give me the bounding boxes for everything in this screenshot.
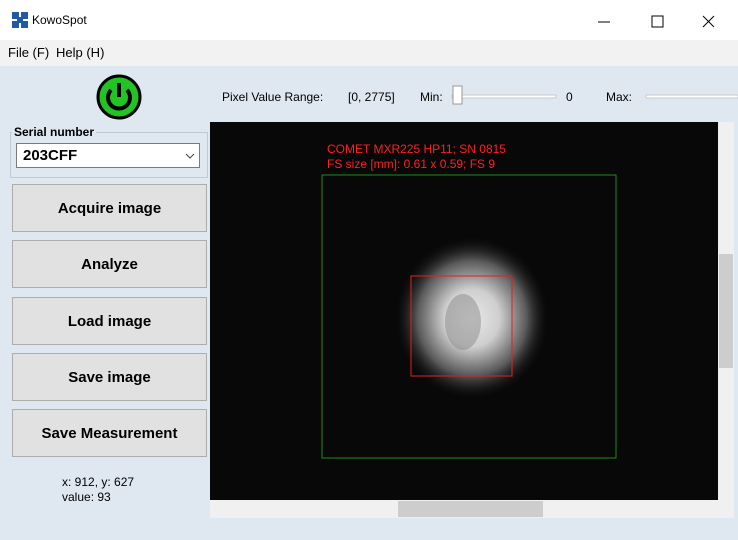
menu-item[interactable]: File (F) [8, 45, 49, 60]
spot-core [445, 294, 481, 350]
app-icon [12, 12, 28, 28]
menu-item[interactable]: Help (H) [56, 45, 104, 60]
serial-value: 203CFF [23, 147, 77, 164]
range-value: [0, 2775] [348, 90, 395, 104]
scroll-corner [718, 500, 734, 518]
combo-arrow [185, 152, 195, 160]
power-button[interactable] [96, 74, 142, 120]
menu-bar: File (F) Help (H) [0, 40, 738, 66]
min-value: 0 [566, 90, 573, 104]
max-label: Max: [606, 90, 632, 104]
button[interactable]: Analyze [12, 240, 207, 288]
status-value: value: 93 [62, 490, 111, 504]
button[interactable]: Load image [12, 297, 207, 345]
max-slider[interactable] [644, 84, 738, 108]
button[interactable]: Save image [12, 353, 207, 401]
title-bar: KowoSpot [0, 0, 738, 40]
horizontal-thumb[interactable] [398, 501, 543, 517]
button[interactable]: Save Measurement [12, 409, 207, 457]
image-view: COMET MXR225 HP11; SN 0815 FS size [mm]:… [210, 122, 736, 520]
min-slider[interactable] [450, 84, 560, 108]
range-label: Pixel Value Range: [222, 90, 323, 104]
window-controls[interactable] [590, 12, 730, 30]
annotation: COMET MXR225 HP11; SN 0815 [327, 142, 506, 156]
vertical-thumb[interactable] [719, 254, 733, 368]
status-position: x: 912, y: 627 [62, 475, 134, 489]
annotation: FS size [mm]: 0.61 x 0.59; FS 9 [327, 157, 495, 171]
window-title: KowoSpot [32, 13, 87, 27]
min-label: Min: [420, 90, 443, 104]
serial-label: Serial number [12, 125, 96, 139]
app-window: KowoSpot File (F) Help (H) Pixel Value R… [0, 0, 738, 540]
button[interactable]: Acquire image [12, 184, 207, 232]
serial-combo[interactable]: 203CFF [16, 143, 200, 168]
